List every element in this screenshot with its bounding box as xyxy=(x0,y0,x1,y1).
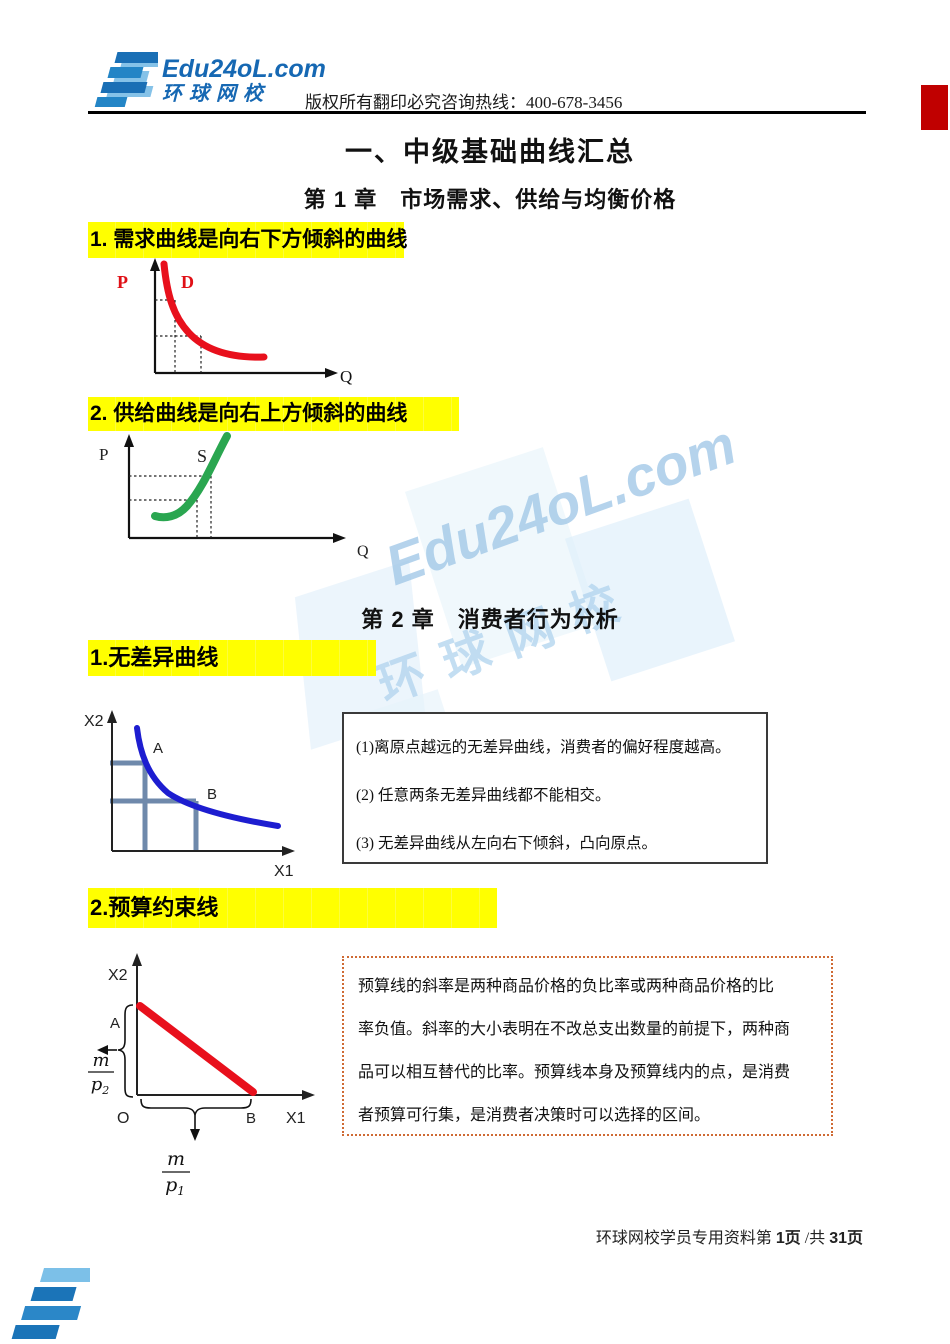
supply-x-arrow-icon xyxy=(333,533,346,543)
footer-total-pages: 31页 xyxy=(829,1230,863,1247)
brand-name-cn: 环球网校 xyxy=(162,83,270,106)
indifference-curve-line xyxy=(134,725,281,829)
supply-y-axis-label: P xyxy=(99,445,108,464)
section-title-demand: 1. 需求曲线是向右下方倾斜的曲线 xyxy=(88,222,407,258)
demand-y-axis-label: P xyxy=(117,272,128,292)
origin-label: O xyxy=(117,1110,129,1127)
fraction-m-p1: m p1 xyxy=(162,1148,190,1198)
demand-curve-label: D xyxy=(181,272,194,292)
footer-separator: /共 xyxy=(804,1230,826,1247)
chapter2-heading: 第 2 章 消费者行为分析 xyxy=(361,607,619,632)
left-arrow-icon xyxy=(97,1045,108,1055)
budget-y-arrow-icon xyxy=(132,953,142,966)
fraction-denominator: p1 xyxy=(165,1174,185,1198)
indifference-x-axis-label: X1 xyxy=(274,863,294,880)
note-line: (3) 无差异曲线从左向右下倾斜，凸向原点。 xyxy=(356,835,657,852)
note-line: (2) 任意两条无差异曲线都不能相交。 xyxy=(356,787,611,804)
fraction-m-p2: m p2 xyxy=(88,1050,114,1097)
footer-prefix: 环球网校学员专用资料第 xyxy=(595,1230,772,1247)
page-title: 一、中级基础曲线汇总 xyxy=(345,137,635,167)
demand-x-axis-label: Q xyxy=(340,367,352,386)
budget-line xyxy=(136,1002,257,1096)
note-line: 率负值。斜率的大小表明在不改总支出数量的前提下，两种商 xyxy=(358,1020,791,1038)
demand-chart: P D Q xyxy=(117,258,352,386)
demand-curve-line xyxy=(160,260,268,361)
corner-logo-icon xyxy=(11,1268,90,1339)
demand-x-arrow-icon xyxy=(325,368,338,378)
fraction-denominator: p2 xyxy=(91,1074,110,1097)
down-arrow-icon xyxy=(190,1129,200,1141)
budget-notes-box: 预算线的斜率是两种商品价格的负比率或两种商品价格的比 率负值。斜率的大小表明在不… xyxy=(342,956,833,1136)
note-line: 预算线的斜率是两种商品价格的负比率或两种商品价格的比 xyxy=(358,977,775,995)
fraction-numerator: m xyxy=(167,1148,185,1170)
section-title-indifference: 1.无差异曲线 xyxy=(88,640,376,676)
budget-point-b-label: B xyxy=(246,1110,256,1127)
copyright-line: 版权所有翻印必究咨询热线：400-678-3456 xyxy=(305,93,623,112)
note-line: (1)离原点越远的无差异曲线，消费者的偏好程度越高。 xyxy=(356,739,731,756)
edu24ol-logo-icon xyxy=(94,52,158,107)
supply-x-axis-label: Q xyxy=(357,543,369,560)
brand-block: Edu24oL.com 环球网校 xyxy=(162,56,326,105)
left-brace xyxy=(117,1004,134,1098)
indifference-chart: X2 X1 A B xyxy=(84,710,295,880)
fraction-numerator: m xyxy=(92,1050,109,1071)
supply-curve-line xyxy=(151,432,231,522)
budget-point-a-label: A xyxy=(110,1015,120,1032)
section-title-budget: 2.预算约束线 xyxy=(88,888,497,928)
supply-chart: P S Q xyxy=(99,432,369,560)
indifference-y-arrow-icon xyxy=(107,710,117,723)
supply-y-arrow-icon xyxy=(124,434,134,447)
budget-y-axis-label: X2 xyxy=(108,967,128,984)
budget-x-axis-label: X1 xyxy=(286,1110,306,1127)
header-red-block xyxy=(921,85,948,130)
indifference-notes-box: (1)离原点越远的无差异曲线，消费者的偏好程度越高。 (2) 任意两条无差异曲线… xyxy=(342,712,768,864)
supply-curve-label: S xyxy=(197,446,207,466)
footer-pagination: 环球网校学员专用资料第 1页 /共 31页 xyxy=(596,1224,863,1248)
indifference-x-arrow-icon xyxy=(282,846,295,856)
budget-x-arrow-icon xyxy=(302,1090,315,1100)
point-b-label: B xyxy=(207,786,217,803)
header-rule xyxy=(88,111,866,114)
footer-current-page: 1页 xyxy=(775,1230,801,1247)
point-a-label: A xyxy=(153,740,163,757)
section-title-supply: 2. 供给曲线是向右上方倾斜的曲线 xyxy=(88,397,459,431)
budget-chart: X2 A O B X1 m p2 m p1 xyxy=(88,953,315,1198)
note-line: 者预算可行集，是消费者决策时可以选择的区间。 xyxy=(358,1106,711,1124)
bottom-brace xyxy=(140,1098,252,1116)
indifference-y-axis-label: X2 xyxy=(84,713,104,730)
brand-name: Edu24oL.com xyxy=(162,55,326,83)
demand-y-arrow-icon xyxy=(150,258,160,271)
note-line: 品可以相互替代的比率。预算线本身及预算线内的点，是消费 xyxy=(358,1063,791,1081)
chapter1-heading: 第 1 章 市场需求、供给与均衡价格 xyxy=(303,187,677,212)
